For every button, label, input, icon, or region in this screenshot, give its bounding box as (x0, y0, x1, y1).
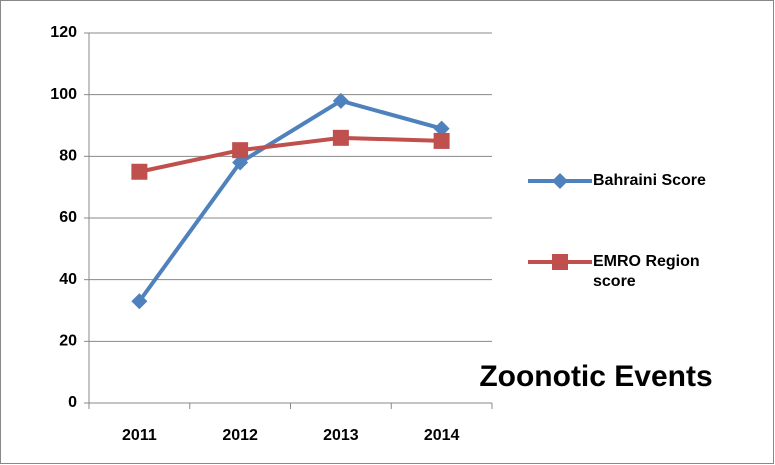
data-point (332, 92, 349, 109)
data-point (332, 129, 349, 146)
legend-marker (552, 173, 568, 189)
y-tick-label: 120 (50, 24, 77, 41)
legend-label: Bahraini Score (593, 172, 706, 189)
legend-marker (552, 254, 568, 270)
series-line (138, 135, 442, 174)
y-tick-label: 20 (59, 333, 77, 350)
y-tick-label: 0 (68, 394, 77, 411)
y-tick-label: 40 (59, 271, 77, 288)
data-point (232, 142, 249, 159)
series-line (137, 98, 443, 303)
x-tick-label: 2013 (323, 427, 359, 444)
y-tick-label: 100 (50, 86, 77, 103)
x-tick-label: 2014 (424, 427, 460, 444)
data-point (131, 163, 148, 180)
annotation: Zoonotic Events (479, 360, 712, 393)
y-tick-label: 60 (59, 209, 77, 226)
data-point (433, 120, 450, 137)
data-point (232, 154, 249, 171)
legend-label: EMRO Region score (593, 253, 700, 290)
data-point (433, 132, 450, 149)
y-tick-label: 80 (59, 148, 77, 165)
data-point (131, 293, 148, 310)
x-tick-label: 2011 (122, 427, 157, 444)
x-tick-label: 2012 (222, 427, 258, 444)
